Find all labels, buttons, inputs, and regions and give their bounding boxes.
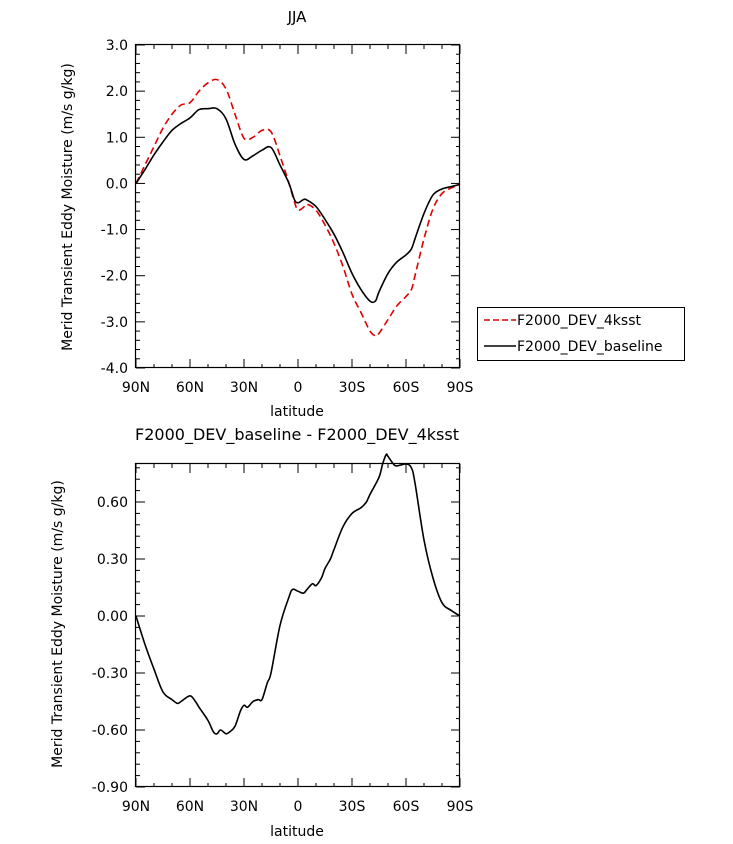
bottom-y-tick-labels: 0.60 0.30 0.00 -0.30 -0.60 -0.90 bbox=[92, 495, 128, 796]
top-series-line-1 bbox=[135, 78, 461, 337]
top-y-tick-label: 3.0 bbox=[106, 38, 128, 54]
bottom-x-tick-label: 30S bbox=[339, 799, 366, 815]
bottom-y-tick-label: -0.90 bbox=[92, 780, 128, 796]
top-series-line-2 bbox=[135, 107, 461, 304]
top-x-tick-label: 0 bbox=[294, 380, 303, 396]
top-x-tick-label: 90S bbox=[447, 380, 474, 396]
top-axis-ticks bbox=[135, 44, 461, 369]
bottom-plot-frame bbox=[134, 462, 461, 788]
bottom-y-tick-label: -0.60 bbox=[92, 723, 128, 739]
top-series-group bbox=[135, 78, 461, 337]
bottom-chart-title: F2000_DEV_baseline - F2000_DEV_4ksst bbox=[135, 425, 459, 445]
top-y-tick-labels: 3.0 2.0 1.0 0.0 -1.0 -2.0 -3.0 -4.0 bbox=[101, 38, 128, 377]
top-y-tick-label: 0.0 bbox=[106, 176, 128, 192]
top-x-tick-labels: 90N 60N 30N 0 30S 60S 90S bbox=[122, 380, 474, 396]
bottom-y-tick-label: -0.30 bbox=[92, 666, 128, 682]
bottom-series-group bbox=[135, 453, 461, 735]
top-x-tick-label: 60S bbox=[393, 380, 420, 396]
bottom-y-tick-label: 0.00 bbox=[97, 609, 128, 625]
top-x-tick-label: 30S bbox=[339, 380, 366, 396]
top-y-tick-label: -3.0 bbox=[101, 315, 128, 331]
top-x-tick-label: 30N bbox=[230, 380, 258, 396]
bottom-y-axis-label: Merid Transient Eddy Moisture (m/s g/kg) bbox=[50, 480, 66, 768]
top-y-tick-label: -2.0 bbox=[101, 269, 128, 285]
top-y-tick-label: -4.0 bbox=[101, 361, 128, 377]
bottom-x-tick-label: 90S bbox=[447, 799, 474, 815]
top-x-tick-label: 90N bbox=[122, 380, 150, 396]
bottom-x-tick-labels: 90N 60N 30N 0 30S 60S 90S bbox=[122, 799, 474, 815]
bottom-x-tick-label: 90N bbox=[122, 799, 150, 815]
bottom-axis-ticks bbox=[135, 464, 461, 788]
legend-box bbox=[477, 307, 685, 361]
bottom-x-axis-label: latitude bbox=[270, 824, 324, 840]
top-x-axis-label: latitude bbox=[270, 404, 324, 420]
bottom-x-tick-label: 60N bbox=[176, 799, 204, 815]
bottom-y-tick-label: 0.30 bbox=[97, 552, 128, 568]
panel-bottom: F2000_DEV_baseline - F2000_DEV_4ksst Mer… bbox=[50, 425, 473, 840]
top-x-tick-label: 60N bbox=[176, 380, 204, 396]
top-y-tick-label: -1.0 bbox=[101, 223, 128, 239]
bottom-x-tick-label: 30N bbox=[230, 799, 258, 815]
top-y-tick-label: 2.0 bbox=[106, 84, 128, 100]
bottom-x-tick-label: 0 bbox=[294, 799, 303, 815]
legend-label-baseline: F2000_DEV_baseline bbox=[517, 339, 663, 355]
top-chart-title: JJA bbox=[287, 8, 308, 26]
panel-top: JJA Merid Transient Eddy Moisture (m/s g… bbox=[60, 8, 473, 420]
top-y-axis-label: Merid Transient Eddy Moisture (m/s g/kg) bbox=[60, 63, 76, 351]
bottom-series-line-1 bbox=[135, 453, 461, 735]
legend-label-4ksst: F2000_DEV_4ksst bbox=[517, 313, 641, 329]
bottom-y-tick-label: 0.60 bbox=[97, 495, 128, 511]
bottom-x-tick-label: 60S bbox=[393, 799, 420, 815]
legend: F2000_DEV_4ksst F2000_DEV_baseline bbox=[477, 307, 685, 361]
top-plot-frame bbox=[134, 43, 461, 369]
top-y-tick-label: 1.0 bbox=[106, 130, 128, 146]
